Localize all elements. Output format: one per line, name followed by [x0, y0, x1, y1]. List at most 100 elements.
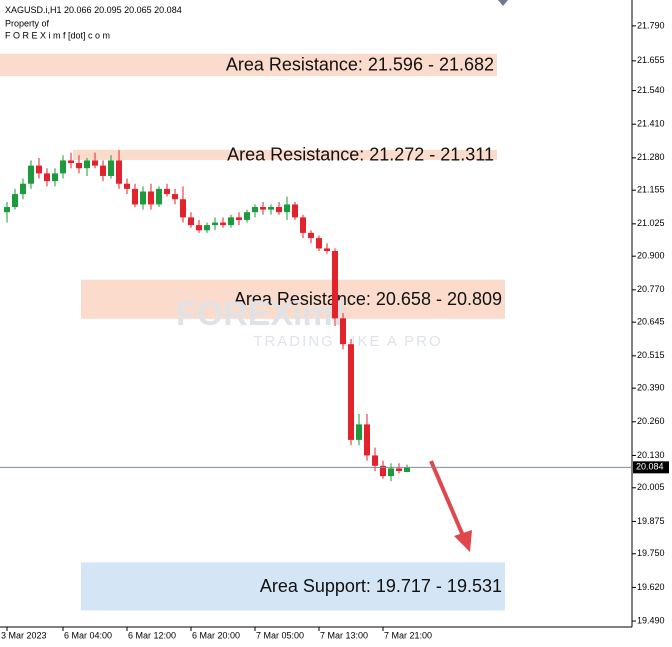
- candle-body: [252, 207, 258, 213]
- candle-body: [316, 238, 322, 249]
- close: 20.084: [154, 5, 182, 15]
- y-tick-label: 20.260: [637, 416, 665, 426]
- x-tick-label: 3 Mar 2023: [1, 630, 47, 640]
- price-tag-label: 20.084: [636, 462, 664, 472]
- y-tick-label: 19.875: [637, 516, 665, 526]
- candle-body: [52, 173, 58, 182]
- y-tick-label: 20.130: [637, 450, 665, 460]
- candle-body: [92, 160, 98, 166]
- y-tick-label: 20.900: [637, 251, 665, 261]
- candle-body: [124, 183, 130, 189]
- candle-body: [172, 194, 178, 200]
- y-tick-label: 19.620: [637, 582, 665, 592]
- candle-body: [348, 344, 354, 440]
- candle-body: [132, 188, 138, 205]
- candle-body: [196, 225, 202, 231]
- candle-body: [100, 165, 106, 176]
- zone-label: Area Resistance: 21.596 - 21.682: [226, 55, 494, 75]
- zone-label: Area Support: 19.717 - 19.531: [260, 576, 502, 596]
- candle-body: [116, 160, 122, 184]
- candle-body: [228, 217, 234, 226]
- candle-body: [276, 207, 282, 213]
- candle-body: [324, 248, 330, 252]
- y-tick-label: 20.645: [637, 317, 665, 327]
- candle-body: [404, 467, 410, 472]
- candle-body: [364, 424, 370, 456]
- y-tick-label: 20.390: [637, 383, 665, 393]
- candle-body: [212, 222, 218, 226]
- x-tick-label: 6 Mar 20:00: [192, 630, 240, 640]
- low: 20.065: [124, 5, 152, 15]
- header: XAGUSD.i,H1 20.066 20.095 20.065 20.084: [5, 5, 182, 15]
- zone: [81, 562, 505, 611]
- y-tick-label: 21.540: [637, 85, 665, 95]
- y-tick-label: 21.280: [637, 152, 665, 162]
- watermark-brand: FOREXimf: [176, 295, 345, 333]
- zone-label: Area Resistance: 21.272 - 21.311: [227, 145, 494, 165]
- candle-body: [140, 191, 146, 205]
- candle-body: [332, 251, 338, 319]
- arrow-shaft: [429, 460, 466, 539]
- y-tick-label: 19.490: [637, 615, 665, 625]
- candle-body: [372, 455, 378, 466]
- candle-body: [340, 318, 346, 345]
- arrow-head: [454, 530, 472, 552]
- x-tick-label: 6 Mar 12:00: [128, 630, 176, 640]
- y-tick-label: 20.515: [637, 350, 665, 360]
- x-tick-label: 7 Mar 05:00: [256, 630, 304, 640]
- candle-body: [300, 217, 306, 233]
- candle-body: [268, 207, 274, 210]
- y-tick-label: 21.155: [637, 185, 665, 195]
- zone: [0, 53, 497, 77]
- x-tick-label: 7 Mar 13:00: [320, 630, 368, 640]
- candle-body: [308, 232, 314, 239]
- y-tick-label: 21.790: [637, 20, 665, 30]
- y-tick-label: 20.005: [637, 482, 665, 492]
- candle-body: [220, 222, 226, 226]
- candle-body: [388, 468, 394, 477]
- candle-body: [284, 204, 290, 213]
- candle-body: [76, 163, 82, 169]
- candle-body: [36, 165, 42, 174]
- candle-body: [148, 191, 154, 205]
- high: 20.095: [94, 5, 122, 15]
- candle-body: [380, 465, 386, 477]
- candle-body: [180, 199, 186, 218]
- candle-body: [44, 173, 50, 182]
- candle-body: [204, 225, 210, 231]
- candle-body: [84, 160, 90, 169]
- candle-body: [292, 204, 298, 218]
- candle-body: [396, 468, 402, 471]
- y-tick-label: 20.770: [637, 284, 665, 294]
- candle-body: [12, 194, 18, 208]
- candle-body: [108, 160, 114, 176]
- y-tick-label: 21.655: [637, 55, 665, 65]
- candle-body: [356, 424, 362, 440]
- candle-body: [60, 160, 66, 174]
- x-tick-label: 6 Mar 04:00: [64, 630, 112, 640]
- candle-body: [188, 217, 194, 226]
- price-tag: [633, 461, 669, 474]
- candle-body: [4, 207, 10, 213]
- candle-body: [164, 188, 170, 195]
- y-tick-label: 19.750: [637, 548, 665, 558]
- open: 20.066: [64, 5, 92, 15]
- zone-label: Area Resistance: 20.658 - 20.809: [234, 289, 502, 309]
- shift-marker: [498, 0, 508, 6]
- candle-body: [244, 212, 250, 220]
- y-tick-label: 21.410: [637, 119, 665, 129]
- candle-body: [28, 165, 34, 184]
- candle-body: [260, 207, 266, 210]
- zone: [73, 149, 497, 160]
- x-tick-label: 7 Mar 21:00: [384, 630, 432, 640]
- candle-body: [68, 160, 74, 164]
- candle-body: [20, 183, 26, 195]
- candle-body: [156, 188, 162, 205]
- watermark-tagline: TRADING LIKE A PRO: [253, 333, 442, 350]
- y-tick-label: 21.025: [637, 218, 665, 228]
- candle-body: [236, 217, 242, 220]
- symbol: XAGUSD.i,H1: [5, 5, 62, 15]
- note: F O R E X i m f [dot] c o m: [5, 30, 110, 40]
